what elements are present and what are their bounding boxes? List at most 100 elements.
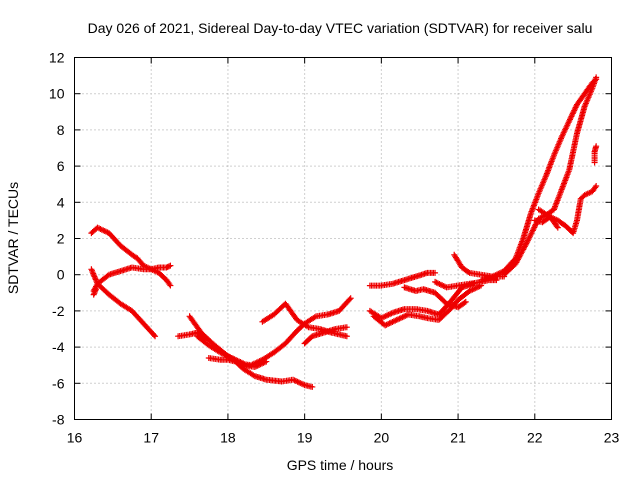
plus-marker-run <box>378 281 395 289</box>
plus-marker-run <box>574 92 587 108</box>
series-arc-13 <box>301 324 350 347</box>
plus-marker-run <box>581 86 595 110</box>
plus-marker <box>152 333 159 340</box>
plus-marker-run <box>198 329 215 346</box>
plus-marker-run <box>435 307 453 323</box>
plus-marker-run <box>551 135 564 159</box>
plus-marker-run <box>163 277 173 288</box>
plus-marker-run <box>591 150 598 161</box>
plus-marker-run <box>566 132 580 173</box>
series-arc-24 <box>591 143 600 166</box>
x-tick-label: 23 <box>604 430 620 446</box>
x-axis-label: GPS time / hours <box>287 457 394 473</box>
plus-marker-run <box>271 341 288 356</box>
plus-marker-run <box>259 350 276 363</box>
plus-marker-run <box>570 219 580 237</box>
x-tick-label: 19 <box>297 430 313 446</box>
plus-marker-run <box>558 119 572 141</box>
plus-marker-run <box>336 296 353 314</box>
plus-marker <box>90 291 97 298</box>
plus-marker-run <box>194 333 211 348</box>
plus-marker-run <box>558 168 572 193</box>
plus-marker-run <box>91 286 99 297</box>
y-tick-label: -6 <box>52 375 65 391</box>
plus-marker-run <box>301 334 315 347</box>
plus-marker-run <box>88 266 100 286</box>
plus-marker-run <box>501 256 518 275</box>
plus-marker-run <box>117 264 134 275</box>
plus-marker-run <box>155 269 169 283</box>
plus-marker-run <box>175 331 191 340</box>
plus-marker-run <box>551 188 564 213</box>
plus-marker-run <box>205 342 222 355</box>
plus-marker <box>593 143 600 150</box>
plus-marker-run <box>574 104 588 137</box>
plus-marker-run <box>389 277 406 287</box>
plus-marker <box>309 383 316 390</box>
plus-marker-run <box>547 213 560 230</box>
plus-marker-run <box>520 211 534 242</box>
plus-marker-run <box>271 301 288 318</box>
y-tick-label: 6 <box>57 158 65 174</box>
data-points <box>88 74 600 390</box>
x-tick-label: 18 <box>220 430 236 446</box>
plus-marker-run <box>251 373 268 383</box>
y-tick-label: 10 <box>49 86 65 102</box>
plus-marker-run <box>512 240 530 267</box>
plus-marker-run <box>432 289 449 306</box>
series-arc-4 <box>88 266 159 340</box>
plus-marker-run <box>378 310 395 322</box>
x-tick-label: 17 <box>143 430 159 446</box>
plus-marker-run <box>401 284 418 294</box>
series-arc-23 <box>531 213 561 231</box>
plus-marker-run <box>259 312 276 325</box>
plus-marker <box>343 333 350 340</box>
series-arc-22 <box>535 183 600 237</box>
plus-marker-run <box>163 263 173 271</box>
plus-marker-run <box>140 320 157 339</box>
plus-marker-run <box>412 306 429 314</box>
series-arc-15 <box>401 284 469 311</box>
plus-marker-run <box>129 251 140 261</box>
y-tick-label: -4 <box>52 339 65 355</box>
plus-marker-run <box>117 242 134 257</box>
series-arc-9 <box>205 355 316 390</box>
plus-marker-run <box>401 274 418 284</box>
y-tick-label: 4 <box>57 194 65 210</box>
y-tick-label: 8 <box>57 122 65 138</box>
plus-marker-run <box>535 173 549 197</box>
x-tick-label: 16 <box>67 430 83 446</box>
plus-marker-run <box>566 103 580 124</box>
series-arc-17 <box>370 282 485 329</box>
plus-marker <box>167 262 174 269</box>
plus-marker-run <box>94 224 111 236</box>
plus-marker-run <box>447 285 464 305</box>
plus-marker-run <box>309 330 326 340</box>
y-axis-label: SDTVAR / TECUs <box>5 182 21 294</box>
plus-marker-run <box>106 291 123 306</box>
plus-marker <box>343 324 350 331</box>
plus-marker-run <box>458 264 472 275</box>
plus-marker-run <box>217 349 234 361</box>
plus-marker-run <box>543 153 557 179</box>
series-arc-20 <box>478 76 600 284</box>
plus-marker-run <box>412 270 429 280</box>
plus-marker <box>554 224 561 231</box>
plus-marker-run <box>382 317 399 329</box>
plus-marker-run <box>466 283 483 294</box>
plus-marker <box>593 183 600 190</box>
y-tick-label: -2 <box>52 303 65 319</box>
plus-marker-run <box>186 313 204 335</box>
plus-marker-run <box>489 268 506 280</box>
plus-marker-run <box>290 376 307 388</box>
plus-marker-run <box>106 230 123 248</box>
series-arc-10 <box>240 358 270 370</box>
series-arc-2 <box>134 255 174 289</box>
y-tick-label: -8 <box>52 412 65 428</box>
plus-marker-run <box>117 300 134 313</box>
plus-marker-run <box>106 268 123 278</box>
plus-marker-run <box>205 355 222 363</box>
grid-lines <box>74 57 612 420</box>
plus-marker <box>263 358 270 365</box>
